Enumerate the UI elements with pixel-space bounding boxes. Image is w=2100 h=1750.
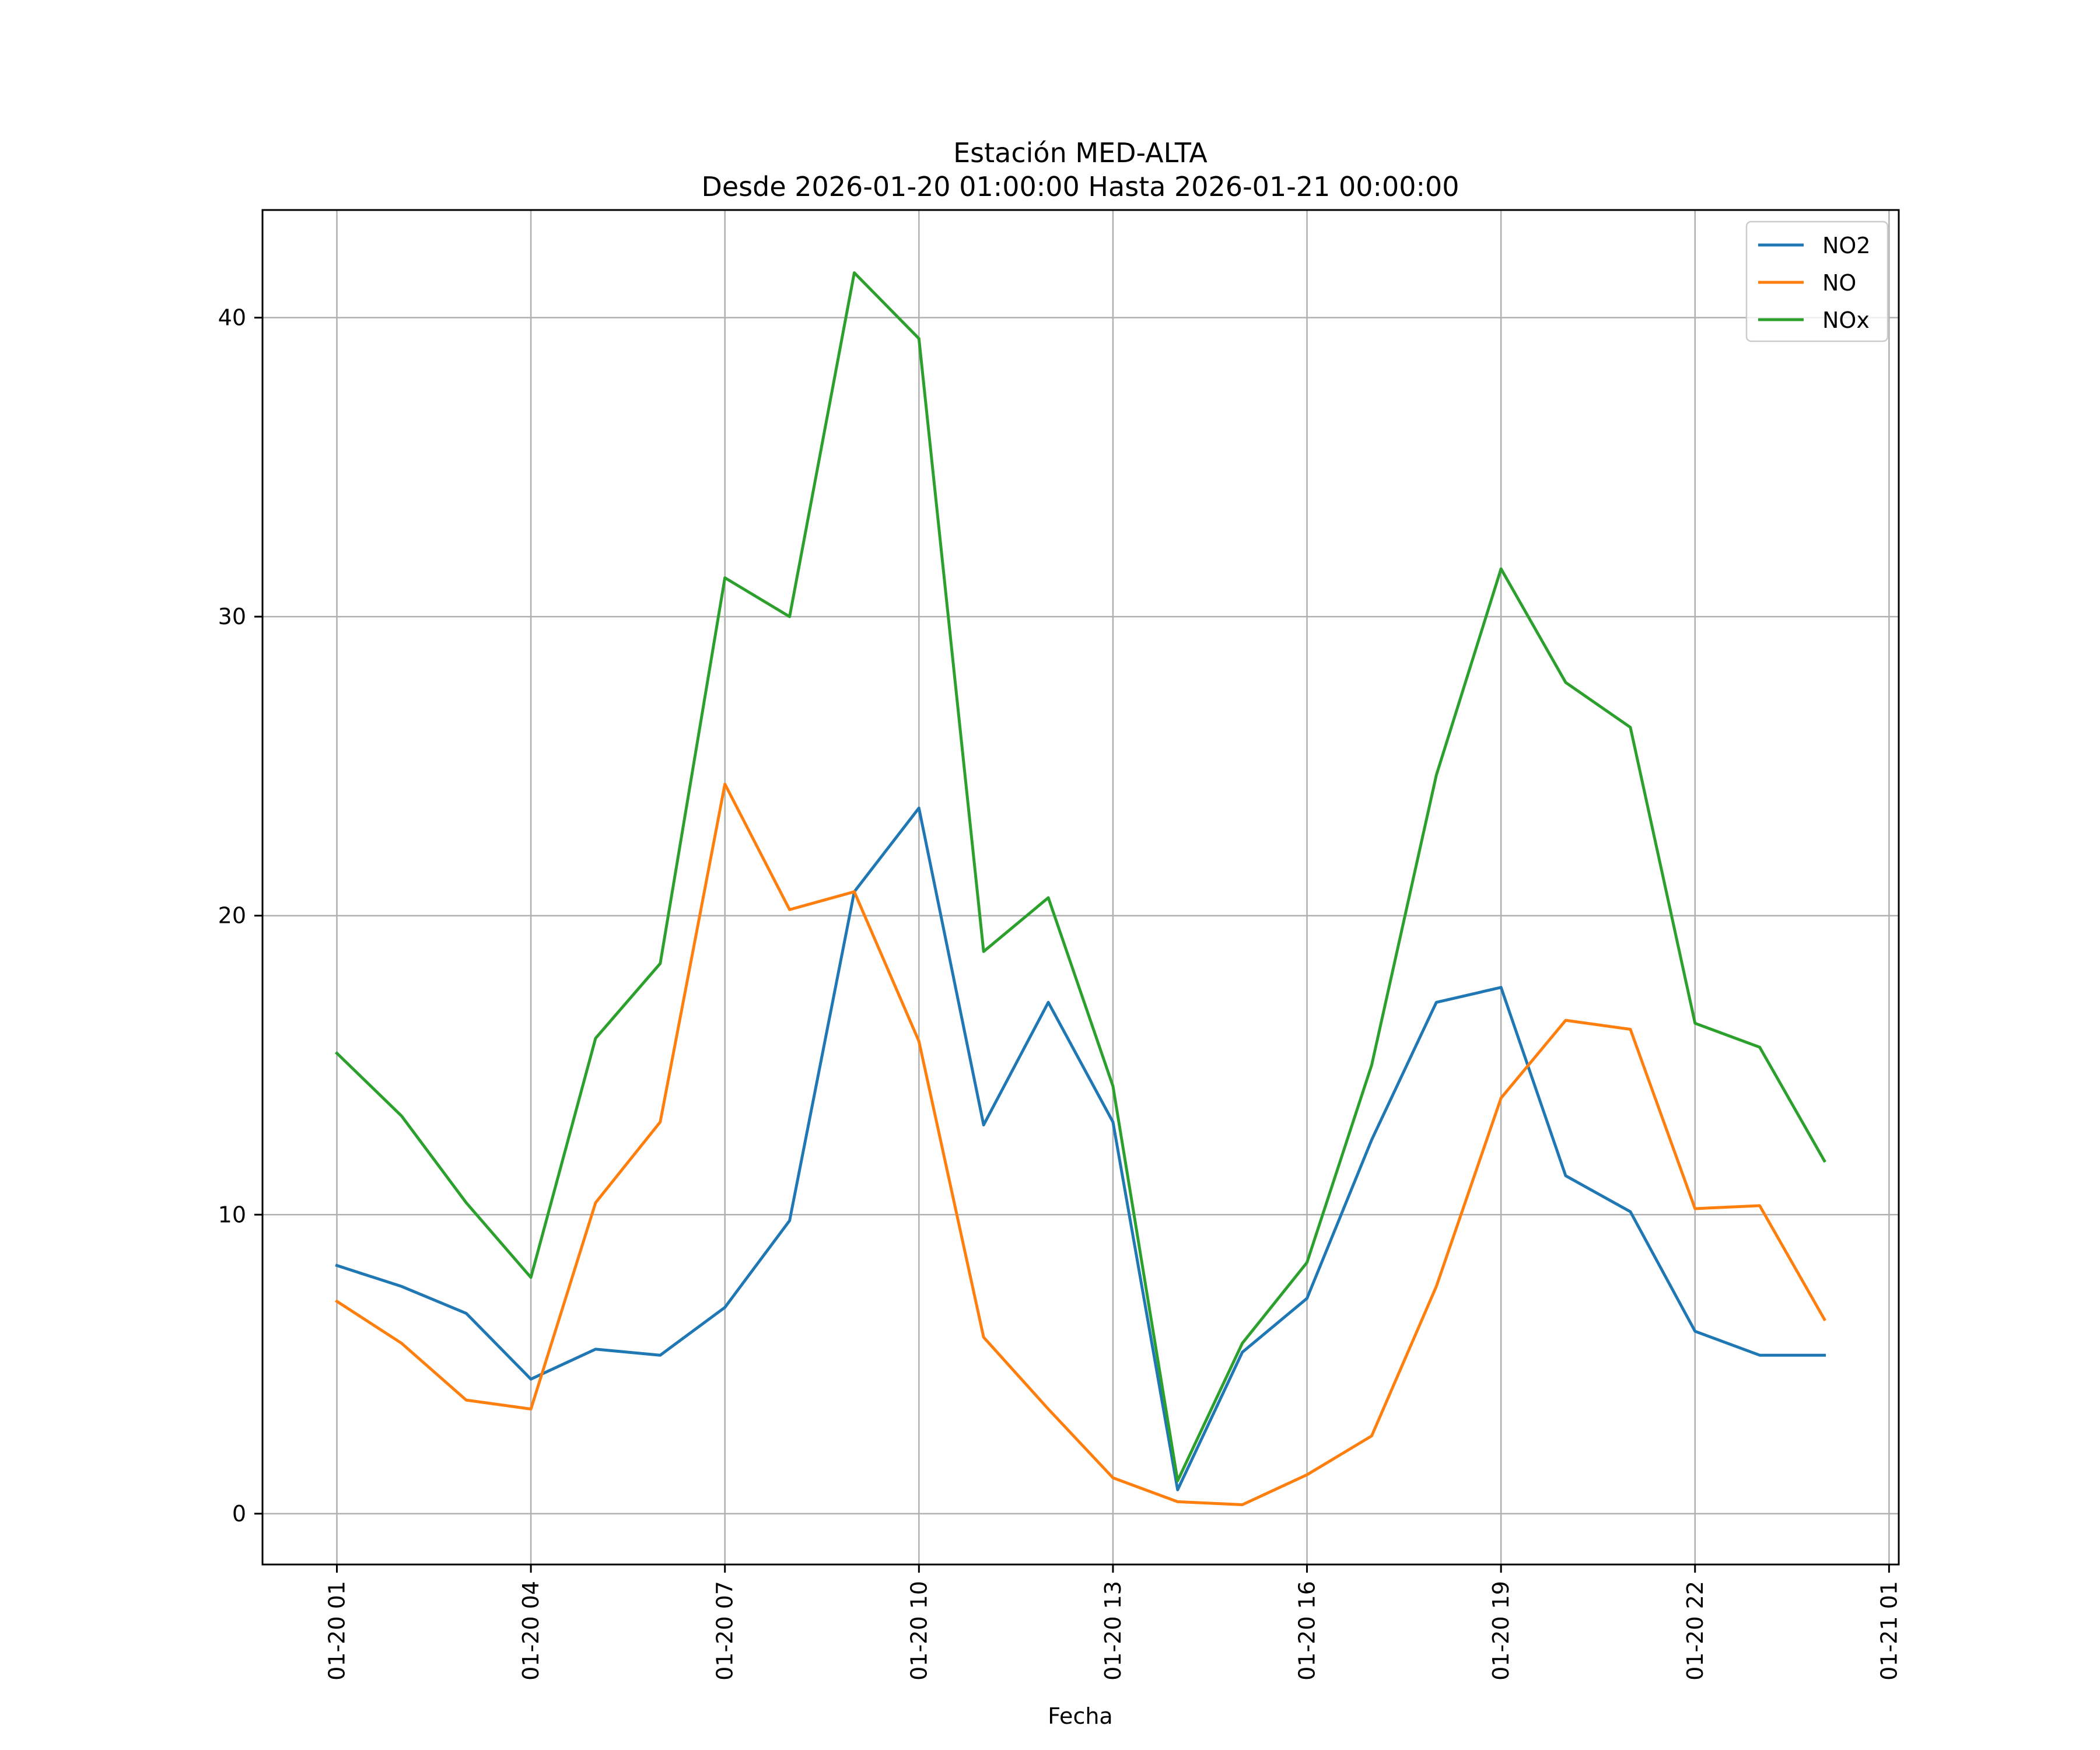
plot-frame	[261, 209, 1900, 1566]
series-line-no2	[335, 806, 1826, 1492]
legend-label-no: NO	[1822, 270, 1856, 296]
x-axis-label: Fecha	[1048, 1703, 1112, 1729]
chart-title: Estación MED-ALTA	[953, 137, 1208, 169]
x-tick-label: 01-21 01	[1876, 1581, 1902, 1681]
series-group	[334, 271, 1826, 1506]
y-tick-label: 40	[218, 305, 246, 331]
series-line-no	[335, 782, 1826, 1506]
x-tick-label: 01-20 22	[1682, 1581, 1708, 1681]
grid	[262, 210, 1899, 1564]
chart-subtitle: Desde 2026-01-20 01:00:00 Hasta 2026-01-…	[701, 171, 1459, 202]
series-line-nox	[334, 271, 1826, 1482]
legend: NO2 NO NOx	[1745, 220, 1889, 342]
x-tick-label: 01-20 07	[712, 1581, 738, 1681]
x-tick-label: 01-20 04	[518, 1581, 544, 1681]
x-tick-label: 01-20 13	[1100, 1581, 1126, 1681]
y-tick-label: 30	[218, 604, 246, 629]
x-tick-label: 01-20 19	[1488, 1581, 1514, 1681]
legend-label-nox: NOx	[1822, 307, 1870, 333]
y-tick-label: 0	[232, 1501, 246, 1527]
legend-label-no2: NO2	[1822, 233, 1871, 258]
x-tick-label: 01-20 16	[1294, 1581, 1320, 1681]
y-axis-ticks: 0 10 20 30 40	[218, 305, 262, 1527]
x-axis-ticks: 01-20 01 01-20 04 01-20 07 01-20 10 01-20 13…	[324, 1564, 1902, 1681]
x-tick-label: 01-20 10	[906, 1581, 932, 1681]
legend-box	[1745, 220, 1889, 342]
y-tick-label: 10	[218, 1202, 246, 1227]
x-tick-label: 01-20 01	[324, 1581, 350, 1681]
y-tick-label: 20	[218, 903, 246, 929]
